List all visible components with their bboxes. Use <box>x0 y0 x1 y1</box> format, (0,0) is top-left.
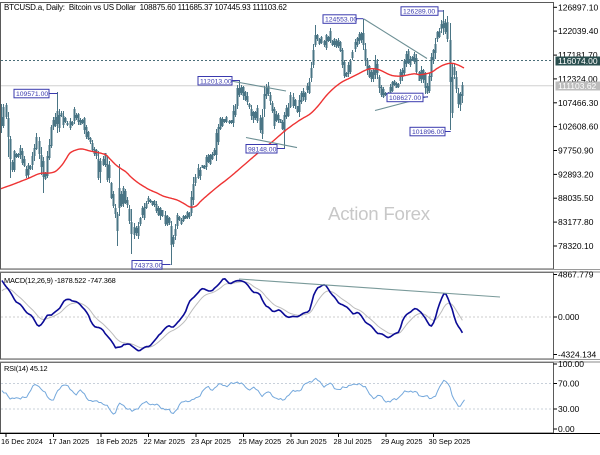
svg-text:MACD(12,26,9) -1878.522 -747.3: MACD(12,26,9) -1878.522 -747.368 <box>4 276 116 285</box>
svg-text:98148.00: 98148.00 <box>248 146 277 153</box>
svg-text:29 Aug 2025: 29 Aug 2025 <box>381 437 423 446</box>
svg-text:102608.60: 102608.60 <box>558 122 598 132</box>
svg-text:124553.00: 124553.00 <box>325 17 357 24</box>
svg-text:126897.10: 126897.10 <box>558 2 598 12</box>
svg-text:78320.10: 78320.10 <box>558 241 594 251</box>
svg-text:97750.90: 97750.90 <box>558 146 594 156</box>
svg-text:112013.00: 112013.00 <box>200 78 232 85</box>
svg-text:108627.00: 108627.00 <box>389 95 421 102</box>
svg-text:Action Forex: Action Forex <box>328 203 431 224</box>
svg-text:18 Feb 2025: 18 Feb 2025 <box>96 437 138 446</box>
svg-text:17 Jan 2025: 17 Jan 2025 <box>49 437 90 446</box>
svg-text:30 Sep 2025: 30 Sep 2025 <box>429 437 471 446</box>
svg-text:107466.30: 107466.30 <box>558 98 598 108</box>
svg-text:25 May 2025: 25 May 2025 <box>239 437 282 446</box>
svg-text:83177.80: 83177.80 <box>558 217 594 227</box>
svg-text:92893.20: 92893.20 <box>558 169 594 179</box>
svg-text:126289.00: 126289.00 <box>403 9 435 16</box>
svg-text:16 Dec 2024: 16 Dec 2024 <box>1 437 43 446</box>
svg-text:26 Jun 2025: 26 Jun 2025 <box>286 437 327 446</box>
svg-text:28 Jul 2025: 28 Jul 2025 <box>334 437 372 446</box>
svg-text:116074.00: 116074.00 <box>558 56 598 66</box>
svg-text:0.00: 0.00 <box>558 424 575 434</box>
svg-text:109571.00: 109571.00 <box>16 91 48 98</box>
svg-text:30.00: 30.00 <box>558 404 580 414</box>
svg-text:74373.00: 74373.00 <box>134 262 163 269</box>
svg-text:RSI(14) 45.12: RSI(14) 45.12 <box>4 364 48 373</box>
svg-text:111103.62: 111103.62 <box>558 81 597 91</box>
svg-text:0.000: 0.000 <box>558 312 580 322</box>
svg-text:70.00: 70.00 <box>558 379 580 389</box>
svg-text:88035.50: 88035.50 <box>558 193 594 203</box>
svg-text:23 Apr 2025: 23 Apr 2025 <box>191 437 231 446</box>
svg-text:101896.00: 101896.00 <box>412 129 444 136</box>
svg-text:4867.779: 4867.779 <box>558 270 594 280</box>
svg-text:122039.40: 122039.40 <box>558 26 598 36</box>
svg-text:100.00: 100.00 <box>558 359 584 369</box>
svg-text:22 Mar 2025: 22 Mar 2025 <box>144 437 186 446</box>
svg-text:BTCUSD.a, Daily: Bitcoin vs U: BTCUSD.a, Daily: Bitcoin vs US Dollar 10… <box>4 3 288 12</box>
svg-text:-4324.134: -4324.134 <box>558 350 597 360</box>
